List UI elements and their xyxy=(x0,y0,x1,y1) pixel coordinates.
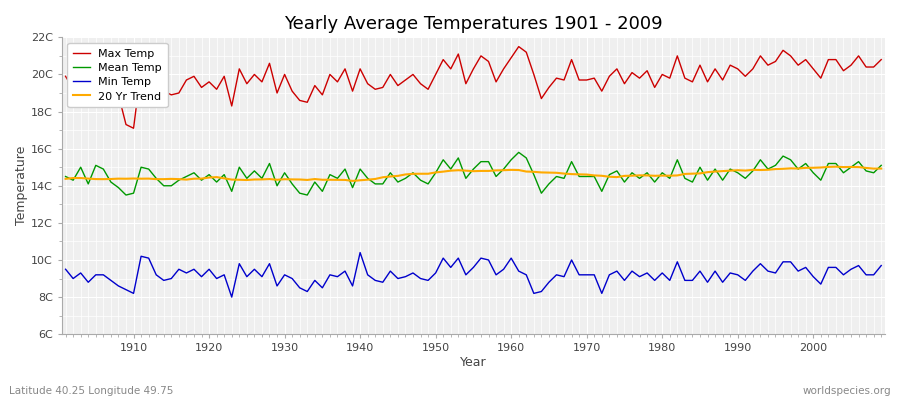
20 Yr Trend xyxy=(506,168,517,172)
Line: Min Temp: Min Temp xyxy=(66,252,881,297)
20 Yr Trend xyxy=(831,164,842,169)
Min Temp xyxy=(513,269,524,274)
Text: Latitude 40.25 Longitude 49.75: Latitude 40.25 Longitude 49.75 xyxy=(9,386,174,396)
Mean Temp xyxy=(506,157,517,162)
Max Temp xyxy=(513,44,524,49)
Min Temp xyxy=(355,250,365,255)
20 Yr Trend xyxy=(347,178,358,183)
20 Yr Trend xyxy=(121,176,131,181)
Max Temp xyxy=(294,98,305,103)
20 Yr Trend xyxy=(604,174,615,179)
Mean Temp xyxy=(60,174,71,179)
X-axis label: Year: Year xyxy=(460,356,487,369)
Mean Temp xyxy=(611,168,622,173)
20 Yr Trend xyxy=(287,177,298,182)
Line: Mean Temp: Mean Temp xyxy=(66,152,881,195)
Min Temp xyxy=(226,295,237,300)
Max Temp xyxy=(521,50,532,54)
Min Temp xyxy=(611,269,622,274)
Min Temp xyxy=(60,267,71,272)
Line: Max Temp: Max Temp xyxy=(66,47,881,128)
20 Yr Trend xyxy=(513,168,524,172)
Max Temp xyxy=(876,57,886,62)
Max Temp xyxy=(128,126,139,131)
Max Temp xyxy=(506,55,517,60)
Max Temp xyxy=(611,66,622,71)
Max Temp xyxy=(60,74,71,79)
Min Temp xyxy=(294,286,305,290)
20 Yr Trend xyxy=(332,178,343,182)
Min Temp xyxy=(876,263,886,268)
Mean Temp xyxy=(339,167,350,172)
Mean Temp xyxy=(521,156,532,160)
20 Yr Trend xyxy=(60,176,71,181)
Min Temp xyxy=(339,269,350,274)
Text: worldspecies.org: worldspecies.org xyxy=(803,386,891,396)
Min Temp xyxy=(121,287,131,292)
Max Temp xyxy=(339,66,350,71)
Max Temp xyxy=(121,122,131,127)
Mean Temp xyxy=(876,163,886,168)
Mean Temp xyxy=(128,191,139,196)
Y-axis label: Temperature: Temperature xyxy=(15,146,28,226)
Mean Temp xyxy=(294,191,305,196)
Mean Temp xyxy=(121,193,131,198)
Line: 20 Yr Trend: 20 Yr Trend xyxy=(66,167,881,181)
Min Temp xyxy=(521,272,532,277)
Title: Yearly Average Temperatures 1901 - 2009: Yearly Average Temperatures 1901 - 2009 xyxy=(284,15,662,33)
20 Yr Trend xyxy=(876,166,886,171)
Mean Temp xyxy=(513,150,524,155)
Legend: Max Temp, Mean Temp, Min Temp, 20 Yr Trend: Max Temp, Mean Temp, Min Temp, 20 Yr Tre… xyxy=(68,43,167,107)
